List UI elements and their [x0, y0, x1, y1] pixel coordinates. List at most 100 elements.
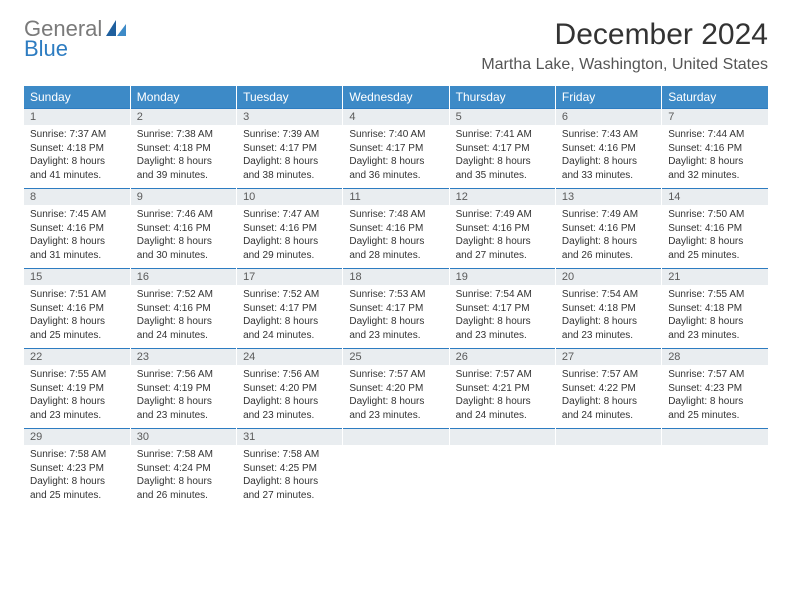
- daylight-text: Daylight: 8 hours and 23 minutes.: [456, 315, 549, 342]
- daylight-text: Daylight: 8 hours and 41 minutes.: [30, 155, 124, 182]
- day-body: Sunrise: 7:51 AMSunset: 4:16 PMDaylight:…: [24, 285, 130, 348]
- daylight-text: Daylight: 8 hours and 23 minutes.: [349, 315, 442, 342]
- day-body: Sunrise: 7:46 AMSunset: 4:16 PMDaylight:…: [131, 205, 236, 268]
- day-cell: 10Sunrise: 7:47 AMSunset: 4:16 PMDayligh…: [237, 188, 343, 268]
- day-cell: 8Sunrise: 7:45 AMSunset: 4:16 PMDaylight…: [24, 188, 130, 268]
- day-number: 7: [662, 108, 768, 125]
- calendar-week-row: 8Sunrise: 7:45 AMSunset: 4:16 PMDaylight…: [24, 188, 768, 268]
- dow-saturday: Saturday: [662, 86, 768, 108]
- sunset-text: Sunset: 4:19 PM: [30, 382, 124, 396]
- sunset-text: Sunset: 4:17 PM: [243, 302, 336, 316]
- sunrise-text: Sunrise: 7:52 AM: [137, 288, 230, 302]
- day-body: Sunrise: 7:39 AMSunset: 4:17 PMDaylight:…: [237, 125, 342, 188]
- month-title: December 2024: [481, 18, 768, 52]
- day-cell: 7Sunrise: 7:44 AMSunset: 4:16 PMDaylight…: [662, 108, 768, 188]
- day-number: 3: [237, 108, 342, 125]
- day-number: 19: [450, 268, 555, 285]
- title-block: December 2024 Martha Lake, Washington, U…: [481, 18, 768, 74]
- sunrise-text: Sunrise: 7:56 AM: [243, 368, 336, 382]
- day-number: 29: [24, 428, 130, 445]
- location-text: Martha Lake, Washington, United States: [481, 56, 768, 74]
- sunset-text: Sunset: 4:18 PM: [668, 302, 762, 316]
- daylight-text: Daylight: 8 hours and 25 minutes.: [30, 475, 124, 502]
- day-number: 25: [343, 348, 448, 365]
- day-number: 12: [450, 188, 555, 205]
- calendar-week-row: 22Sunrise: 7:55 AMSunset: 4:19 PMDayligh…: [24, 348, 768, 428]
- sail-icon: [106, 20, 126, 40]
- dow-monday: Monday: [130, 86, 236, 108]
- daylight-text: Daylight: 8 hours and 36 minutes.: [349, 155, 442, 182]
- day-body: Sunrise: 7:50 AMSunset: 4:16 PMDaylight:…: [662, 205, 768, 268]
- day-cell: 29Sunrise: 7:58 AMSunset: 4:23 PMDayligh…: [24, 428, 130, 508]
- day-number: 1: [24, 108, 130, 125]
- daylight-text: Daylight: 8 hours and 27 minutes.: [243, 475, 336, 502]
- sunrise-text: Sunrise: 7:47 AM: [243, 208, 336, 222]
- day-number: 31: [237, 428, 342, 445]
- day-number: 8: [24, 188, 130, 205]
- daylight-text: Daylight: 8 hours and 26 minutes.: [562, 235, 655, 262]
- day-body: Sunrise: 7:52 AMSunset: 4:16 PMDaylight:…: [131, 285, 236, 348]
- day-number: 17: [237, 268, 342, 285]
- day-body: Sunrise: 7:49 AMSunset: 4:16 PMDaylight:…: [556, 205, 661, 268]
- sunset-text: Sunset: 4:18 PM: [562, 302, 655, 316]
- day-cell: 5Sunrise: 7:41 AMSunset: 4:17 PMDaylight…: [449, 108, 555, 188]
- sunset-text: Sunset: 4:16 PM: [137, 222, 230, 236]
- daylight-text: Daylight: 8 hours and 25 minutes.: [668, 395, 762, 422]
- day-cell: 14Sunrise: 7:50 AMSunset: 4:16 PMDayligh…: [662, 188, 768, 268]
- day-body: Sunrise: 7:58 AMSunset: 4:24 PMDaylight:…: [131, 445, 236, 508]
- day-body: [450, 445, 555, 501]
- sunset-text: Sunset: 4:18 PM: [137, 142, 230, 156]
- daylight-text: Daylight: 8 hours and 23 minutes.: [30, 395, 124, 422]
- day-number: 26: [450, 348, 555, 365]
- sunrise-text: Sunrise: 7:46 AM: [137, 208, 230, 222]
- sunrise-text: Sunrise: 7:41 AM: [456, 128, 549, 142]
- sunrise-text: Sunrise: 7:43 AM: [562, 128, 655, 142]
- sunset-text: Sunset: 4:17 PM: [349, 142, 442, 156]
- sunrise-text: Sunrise: 7:55 AM: [30, 368, 124, 382]
- brand-logo: General Blue: [24, 18, 126, 60]
- day-number: [556, 428, 661, 445]
- dow-friday: Friday: [555, 86, 661, 108]
- sunrise-text: Sunrise: 7:52 AM: [243, 288, 336, 302]
- calendar-week-row: 29Sunrise: 7:58 AMSunset: 4:23 PMDayligh…: [24, 428, 768, 508]
- day-body: Sunrise: 7:48 AMSunset: 4:16 PMDaylight:…: [343, 205, 448, 268]
- day-number: [450, 428, 555, 445]
- day-body: Sunrise: 7:45 AMSunset: 4:16 PMDaylight:…: [24, 205, 130, 268]
- sunrise-text: Sunrise: 7:58 AM: [137, 448, 230, 462]
- day-body: Sunrise: 7:49 AMSunset: 4:16 PMDaylight:…: [450, 205, 555, 268]
- day-body: Sunrise: 7:55 AMSunset: 4:19 PMDaylight:…: [24, 365, 130, 428]
- daylight-text: Daylight: 8 hours and 24 minutes.: [562, 395, 655, 422]
- day-number: 4: [343, 108, 448, 125]
- day-number: 27: [556, 348, 661, 365]
- daylight-text: Daylight: 8 hours and 28 minutes.: [349, 235, 442, 262]
- day-cell: 16Sunrise: 7:52 AMSunset: 4:16 PMDayligh…: [130, 268, 236, 348]
- sunset-text: Sunset: 4:25 PM: [243, 462, 336, 476]
- day-number: 16: [131, 268, 236, 285]
- day-cell: 20Sunrise: 7:54 AMSunset: 4:18 PMDayligh…: [555, 268, 661, 348]
- sunrise-text: Sunrise: 7:57 AM: [456, 368, 549, 382]
- day-body: Sunrise: 7:40 AMSunset: 4:17 PMDaylight:…: [343, 125, 448, 188]
- daylight-text: Daylight: 8 hours and 31 minutes.: [30, 235, 124, 262]
- day-body: Sunrise: 7:57 AMSunset: 4:22 PMDaylight:…: [556, 365, 661, 428]
- sunset-text: Sunset: 4:16 PM: [349, 222, 442, 236]
- daylight-text: Daylight: 8 hours and 29 minutes.: [243, 235, 336, 262]
- day-body: [343, 445, 448, 501]
- day-number: 11: [343, 188, 448, 205]
- sunrise-text: Sunrise: 7:44 AM: [668, 128, 762, 142]
- sunset-text: Sunset: 4:17 PM: [243, 142, 336, 156]
- day-body: Sunrise: 7:57 AMSunset: 4:20 PMDaylight:…: [343, 365, 448, 428]
- sunrise-text: Sunrise: 7:49 AM: [456, 208, 549, 222]
- day-number: 5: [450, 108, 555, 125]
- day-number: 13: [556, 188, 661, 205]
- sunset-text: Sunset: 4:16 PM: [243, 222, 336, 236]
- page-header: General Blue December 2024 Martha Lake, …: [24, 18, 768, 74]
- day-cell: 12Sunrise: 7:49 AMSunset: 4:16 PMDayligh…: [449, 188, 555, 268]
- day-cell: 27Sunrise: 7:57 AMSunset: 4:22 PMDayligh…: [555, 348, 661, 428]
- day-body: Sunrise: 7:54 AMSunset: 4:18 PMDaylight:…: [556, 285, 661, 348]
- daylight-text: Daylight: 8 hours and 23 minutes.: [243, 395, 336, 422]
- day-number: 23: [131, 348, 236, 365]
- day-number: 24: [237, 348, 342, 365]
- sunrise-text: Sunrise: 7:51 AM: [30, 288, 124, 302]
- sunset-text: Sunset: 4:18 PM: [30, 142, 124, 156]
- day-body: Sunrise: 7:47 AMSunset: 4:16 PMDaylight:…: [237, 205, 342, 268]
